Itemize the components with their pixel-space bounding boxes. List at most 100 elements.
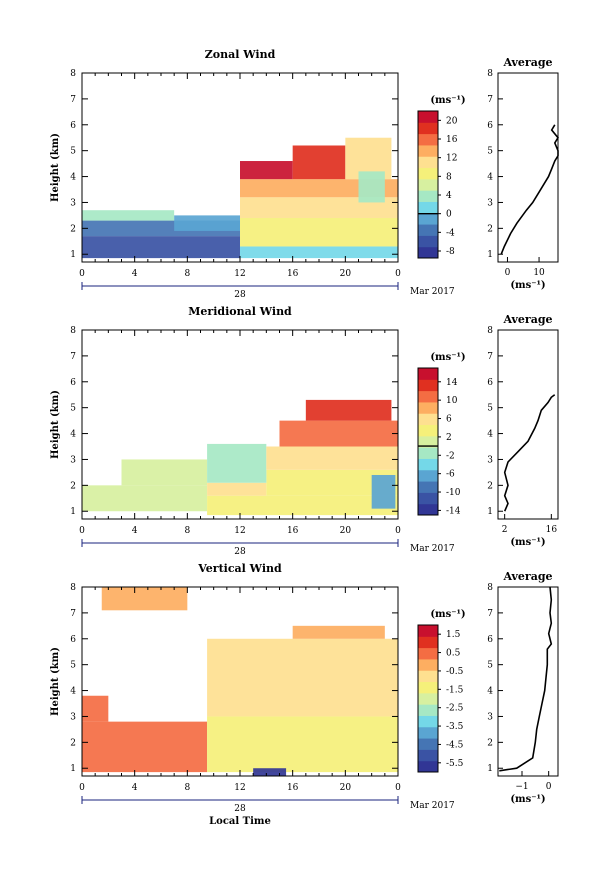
colorbar-swatch [418, 246, 438, 259]
profile-x-tick-label: 2 [502, 525, 508, 535]
colorbar-frame [417, 367, 439, 516]
profile-y-tick-label: 1 [487, 250, 493, 260]
colorbar-swatch [418, 715, 438, 728]
date-day-label: 28 [234, 804, 246, 814]
profile-y-tick-label: 3 [487, 712, 493, 722]
colorbar-swatch [418, 379, 438, 392]
panel-title: Zonal Wind [205, 48, 276, 61]
profile-y-tick-label: 1 [487, 507, 493, 517]
colorbar-swatches [418, 625, 438, 773]
y-tick-label: 3 [70, 198, 76, 208]
x-tick-label: 0 [79, 526, 85, 536]
colorbar-swatch [418, 749, 438, 762]
heatmap-cell [82, 485, 208, 512]
profile-y-tick-label: 8 [487, 69, 493, 79]
profile-line [499, 586, 553, 772]
colorbar-tick-label: -2.5 [446, 704, 464, 714]
colorbar-swatch [418, 201, 438, 214]
heatmap-cells [82, 399, 398, 516]
heatmap-cell [253, 768, 287, 776]
colorbar-swatch [418, 401, 438, 414]
colorbar-swatch [418, 447, 438, 459]
heatmap-cell [240, 217, 398, 247]
date-month-label: Mar 2017 [410, 287, 455, 297]
heatmap-cells [82, 137, 398, 259]
colorbar-swatch [418, 235, 438, 248]
colorbar-tick-label: 0.5 [446, 649, 461, 659]
colorbar-swatch [418, 122, 438, 135]
profile-y-tick-label: 2 [487, 224, 493, 234]
colorbar-tick-label: 10 [446, 396, 458, 406]
x-tick-label: 20 [340, 783, 352, 793]
heatmap-cell [207, 482, 267, 496]
heatmap-cell [240, 161, 293, 180]
x-tick-label: 12 [234, 783, 245, 793]
x-tick-label: 4 [132, 526, 138, 536]
y-tick-label: 3 [70, 455, 76, 465]
colorbar-swatch [418, 692, 438, 705]
colorbar-swatch [418, 670, 438, 683]
date-day-label: 28 [234, 547, 246, 557]
colorbar-unit-label: (ms⁻¹) [430, 352, 465, 363]
colorbar-swatch [418, 424, 438, 437]
x-tick-label: 20 [340, 269, 352, 279]
colorbar-tick-label: 16 [446, 135, 458, 145]
colorbar-swatch [418, 144, 438, 157]
profile-frame [497, 329, 559, 520]
heatmap-cell [305, 399, 392, 421]
profile-y-tick-label: 2 [487, 738, 493, 748]
colorbar-swatch [418, 212, 438, 225]
colorbar-swatch [418, 435, 438, 448]
heatmap-cell [371, 474, 396, 509]
colorbar-swatch [418, 111, 438, 123]
profile-y-tick-label: 3 [487, 198, 493, 208]
profile-y-tick-label: 4 [487, 173, 493, 183]
profile-y-tick-label: 7 [487, 95, 493, 105]
colorbar-tick-label: 1.5 [446, 630, 461, 640]
colorbar-frame [417, 624, 439, 773]
profile-x-tick-label: −1 [515, 782, 528, 792]
heatmap-cell [207, 716, 398, 773]
x-tick-label: 20 [340, 526, 352, 536]
colorbar-tick-label: 4 [446, 191, 452, 201]
x-tick-label: 8 [184, 526, 190, 536]
profile-x-tick-label: 10 [533, 268, 545, 278]
y-tick-label: 2 [70, 481, 76, 491]
x-tick-label: 12 [234, 269, 245, 279]
profile-y-tick-label: 8 [487, 583, 493, 593]
colorbar-unit-label: (ms⁻¹) [430, 609, 465, 620]
heatmap-cell [266, 446, 398, 470]
heatmap-cell [240, 246, 398, 259]
profile-x-label: (ms⁻¹) [510, 794, 545, 805]
y-tick-label: 7 [70, 95, 76, 105]
colorbar-tick-label: -3.5 [446, 722, 464, 732]
y-tick-label: 4 [70, 173, 76, 183]
colorbar-swatch [418, 224, 438, 236]
colorbar-tick-label: -10 [446, 488, 461, 498]
colorbar-swatch [418, 469, 438, 482]
profile-y-tick-label: 3 [487, 455, 493, 465]
colorbar-swatch [418, 636, 438, 649]
heatmap-cell [292, 145, 346, 180]
colorbar-tick-label: -4.5 [446, 740, 464, 750]
profile-title: Average [502, 56, 552, 69]
x-tick-label: 8 [184, 269, 190, 279]
colorbar-swatches [418, 111, 438, 259]
x-tick-label: 0 [395, 269, 401, 279]
x-tick-label: 0 [79, 783, 85, 793]
panel-title: Vertical Wind [197, 562, 282, 575]
x-tick-label: 8 [184, 783, 190, 793]
y-tick-label: 2 [70, 738, 76, 748]
y-tick-label: 1 [70, 764, 76, 774]
y-axis-label: Height (km) [50, 390, 61, 459]
heatmap-cell [358, 171, 385, 203]
y-tick-label: 8 [70, 69, 76, 79]
profile-line [500, 124, 559, 255]
profile-y-tick-label: 5 [487, 147, 493, 157]
profile-x-label: (ms⁻¹) [510, 280, 545, 291]
y-tick-label: 7 [70, 609, 76, 619]
x-tick-label: 0 [395, 783, 401, 793]
date-month-label: Mar 2017 [410, 801, 455, 811]
heatmap-cell [82, 236, 240, 259]
heatmap-cell [121, 459, 208, 486]
